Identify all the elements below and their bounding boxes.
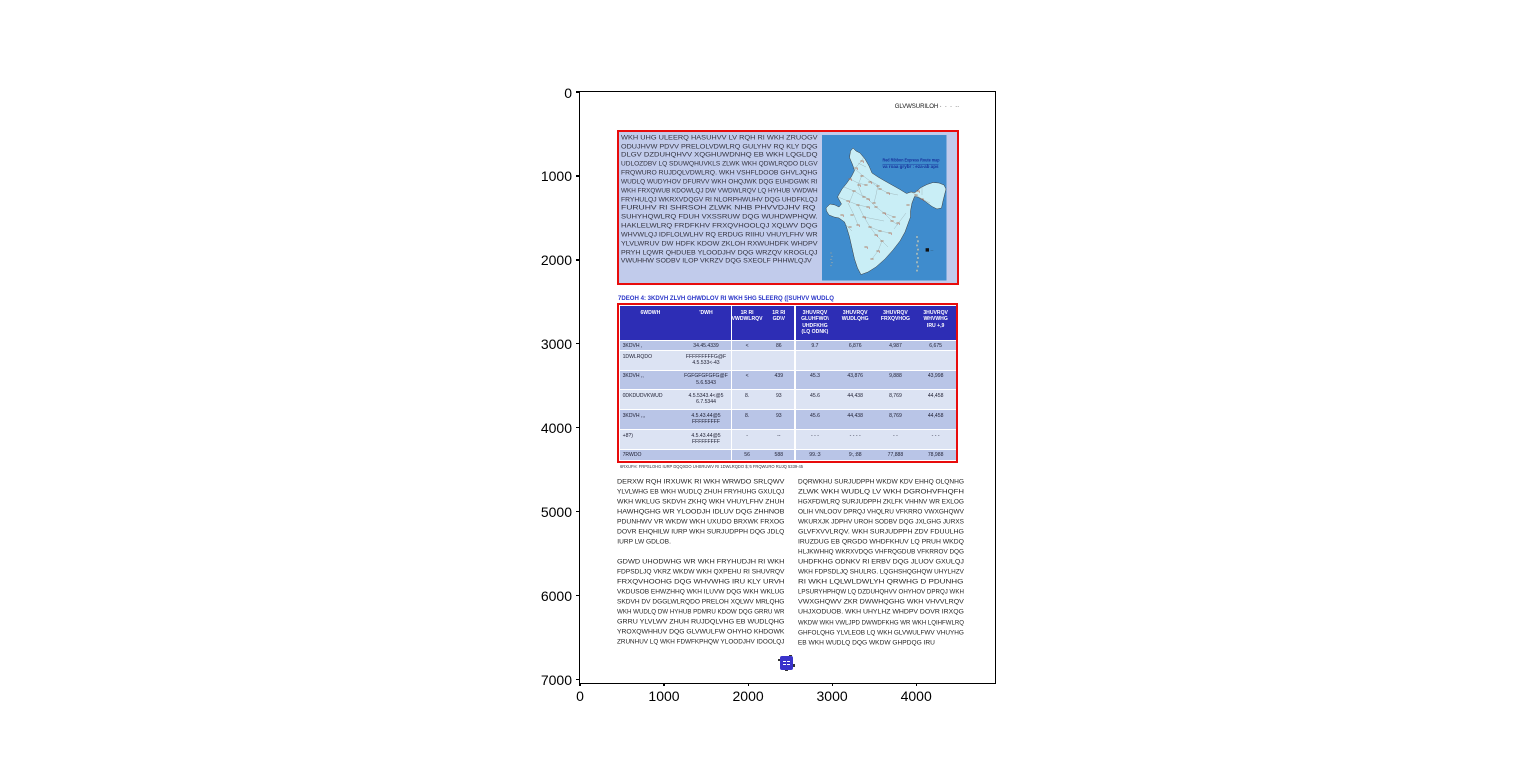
svg-text:va roaa grybr : eza-ab aps: va roaa grybr : eza-ab aps <box>883 164 940 169</box>
svg-text:—: — <box>931 248 934 252</box>
svg-text:Red Ribbon Express Route map: Red Ribbon Express Route map <box>883 157 940 162</box>
